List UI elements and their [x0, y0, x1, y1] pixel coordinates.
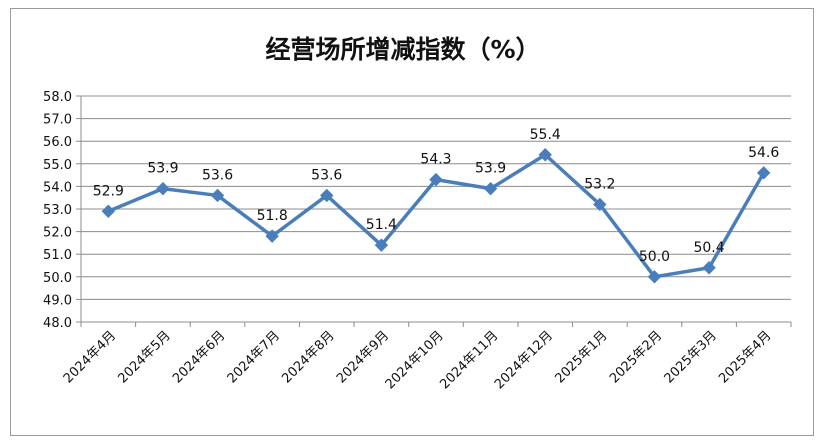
- y-tick-label: 55.0: [43, 158, 72, 173]
- y-tick-label: 53.0: [43, 203, 72, 218]
- data-point-marker: [101, 204, 116, 218]
- data-point-marker: [156, 181, 170, 196]
- data-label: 54.6: [748, 145, 779, 161]
- y-tick-label: 54.0: [43, 180, 72, 195]
- data-label: 53.2: [584, 176, 615, 192]
- y-tick-label: 48.0: [43, 316, 72, 331]
- data-point-marker: [702, 261, 716, 275]
- y-tick-label: 56.0: [43, 135, 72, 150]
- data-labels: 52.9 53.9 53.6 51.8 53.6 51.4 54.3 53.9 55.4 53.2…: [93, 127, 780, 265]
- data-point-marker: [265, 229, 279, 243]
- data-point-marker: [756, 166, 771, 180]
- data-label: 52.9: [93, 183, 124, 199]
- data-label: 53.6: [202, 167, 233, 183]
- data-point-marker: [374, 238, 389, 252]
- x-tick-label: 2024年7月: [225, 328, 283, 386]
- x-tick-label: 2024年5月: [116, 328, 174, 386]
- data-point-marker: [647, 270, 662, 284]
- line-chart: 经营场所增减指数（%） 48.0 49.0 50.0 51.0 52.0 53.0 54.0…: [43, 35, 792, 392]
- x-tick-label: 2024年8月: [279, 328, 337, 386]
- y-tick-label: 49.0: [43, 293, 72, 308]
- data-point-marker: [483, 181, 498, 196]
- gridlines: [81, 95, 791, 300]
- x-tick-label: 2025年3月: [662, 328, 720, 386]
- data-point-marker: [210, 188, 225, 203]
- x-tick-label: 2024年6月: [170, 328, 228, 386]
- chart-title: 经营场所增减指数（%）: [265, 35, 540, 64]
- y-tick-label: 51.0: [43, 248, 72, 263]
- x-tick-label: 2025年2月: [607, 328, 665, 386]
- data-label: 50.4: [693, 240, 724, 256]
- data-point-marker: [429, 172, 443, 187]
- data-label: 53.9: [475, 161, 506, 177]
- x-tick-label: 2024年4月: [61, 328, 119, 386]
- axes: 48.0 49.0 50.0 51.0 52.0 53.0 54.0 55.0 56.0 57.0…: [43, 90, 792, 392]
- data-point-marker: [320, 188, 334, 203]
- x-tick-label: 2025年1月: [552, 328, 610, 386]
- data-label: 54.3: [420, 152, 451, 168]
- data-label: 53.6: [311, 167, 342, 183]
- x-tick-label: 2024年12月: [492, 328, 556, 392]
- data-point-marker: [538, 148, 552, 162]
- x-tick-label: 2025年4月: [716, 328, 774, 386]
- y-tick-label: 52.0: [43, 226, 72, 241]
- data-label: 51.8: [257, 208, 288, 224]
- data-label: 53.9: [147, 161, 178, 177]
- y-tick-label: 57.0: [43, 113, 72, 128]
- data-label: 50.0: [639, 249, 670, 265]
- y-tick-label: 50.0: [43, 271, 72, 286]
- series-layer: [101, 148, 771, 284]
- data-point-marker: [593, 197, 607, 212]
- y-tick-label: 58.0: [43, 90, 72, 105]
- chart-frame: 经营场所增减指数（%） 48.0 49.0 50.0 51.0 52.0 53.0 54.0…: [10, 8, 814, 436]
- data-label: 55.4: [530, 127, 561, 143]
- data-label: 51.4: [366, 217, 397, 233]
- x-tick-label: 2024年9月: [334, 328, 392, 386]
